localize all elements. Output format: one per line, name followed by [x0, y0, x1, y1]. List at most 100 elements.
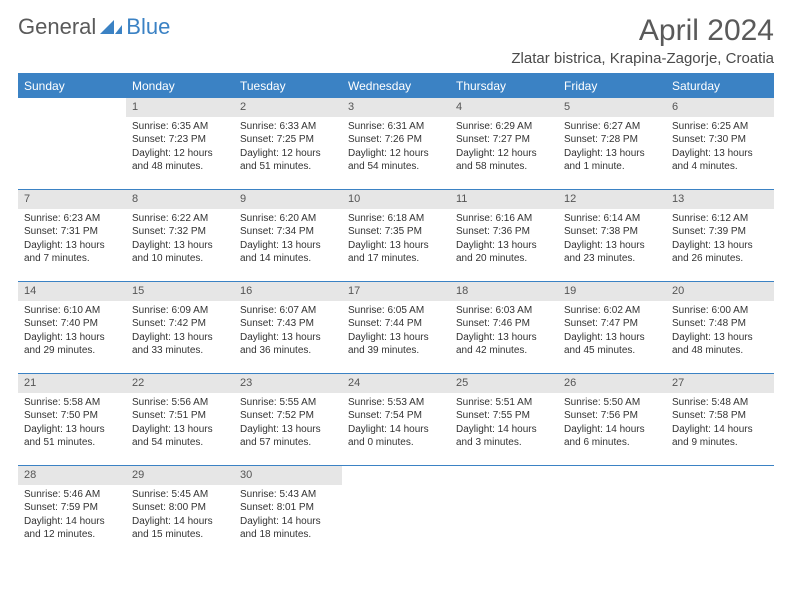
daylight-line: Daylight: 12 hours and 51 minutes.	[240, 147, 336, 174]
sunset-line: Sunset: 7:36 PM	[456, 225, 552, 239]
weekday-header: Thursday	[450, 74, 558, 98]
daylight-line: Daylight: 14 hours and 3 minutes.	[456, 423, 552, 450]
calendar-day-cell: 22Sunrise: 5:56 AMSunset: 7:51 PMDayligh…	[126, 374, 234, 466]
sunrise-line: Sunrise: 5:48 AM	[672, 396, 768, 410]
sunset-line: Sunset: 7:31 PM	[24, 225, 120, 239]
calendar-week-row: 14 Sunrise: 6:10 AMSunset: 7:40 PM Dayligh…	[18, 282, 774, 374]
day-number: 2	[234, 98, 342, 117]
calendar-day-cell: 17Sunrise: 6:05 AMSunset: 7:44 PMDayligh…	[342, 282, 450, 374]
calendar-day-cell: 23Sunrise: 5:55 AMSunset: 7:52 PMDayligh…	[234, 374, 342, 466]
sunrise-line: Sunrise: 6:25 AM	[672, 120, 768, 134]
sunrise-line: Sunrise: 5:50 AM	[564, 396, 660, 410]
sunrise-line: Sunrise: 6:12 AM	[672, 212, 768, 226]
sunset-line: Sunset: 7:56 PM	[564, 409, 660, 423]
sunrise-line: Sunrise: 6:05 AM	[348, 304, 444, 318]
sunrise-line: Sunrise: 5:53 AM	[348, 396, 444, 410]
day-number: 6	[666, 98, 774, 117]
calendar-day-cell: 25Sunrise: 5:51 AMSunset: 7:55 PMDayligh…	[450, 374, 558, 466]
sunset-line: Sunset: 7:51 PM	[132, 409, 228, 423]
sunrise-line: Sunrise: 6:02 AM	[564, 304, 660, 318]
daylight-line: Daylight: 13 hours and 17 minutes.	[348, 239, 444, 266]
daylight-line: Daylight: 13 hours and 36 minutes.	[240, 331, 336, 358]
sunset-line: Sunset: 7:54 PM	[348, 409, 444, 423]
sunset-line: Sunset: 7:46 PM	[456, 317, 552, 331]
calendar-day-cell	[450, 466, 558, 558]
sunrise-line: Sunrise: 5:43 AM	[240, 488, 336, 502]
daylight-line: Daylight: 12 hours and 54 minutes.	[348, 147, 444, 174]
logo: General Blue	[18, 14, 170, 40]
daylight-line: Daylight: 12 hours and 58 minutes.	[456, 147, 552, 174]
day-number: 19	[558, 282, 666, 301]
sunrise-line: Sunrise: 6:07 AM	[240, 304, 336, 318]
daylight-line: Daylight: 13 hours and 7 minutes.	[24, 239, 120, 266]
calendar-day-cell: 27Sunrise: 5:48 AMSunset: 7:58 PMDayligh…	[666, 374, 774, 466]
calendar-day-cell: 12Sunrise: 6:14 AMSunset: 7:38 PMDayligh…	[558, 190, 666, 282]
daylight-line: Daylight: 13 hours and 48 minutes.	[672, 331, 768, 358]
daylight-line: Daylight: 13 hours and 23 minutes.	[564, 239, 660, 266]
calendar-day-cell: 26Sunrise: 5:50 AMSunset: 7:56 PMDayligh…	[558, 374, 666, 466]
calendar-day-cell: 29Sunrise: 5:45 AMSunset: 8:00 PMDayligh…	[126, 466, 234, 558]
calendar-day-cell: 11Sunrise: 6:16 AMSunset: 7:36 PMDayligh…	[450, 190, 558, 282]
sunrise-line: Sunrise: 6:23 AM	[24, 212, 120, 226]
day-number: 5	[558, 98, 666, 117]
sunset-line: Sunset: 7:50 PM	[24, 409, 120, 423]
sunrise-line: Sunrise: 6:18 AM	[348, 212, 444, 226]
day-number: 11	[450, 190, 558, 209]
sunrise-line: Sunrise: 6:29 AM	[456, 120, 552, 134]
day-number: 15	[126, 282, 234, 301]
day-number: 17	[342, 282, 450, 301]
calendar-day-cell: 10Sunrise: 6:18 AMSunset: 7:35 PMDayligh…	[342, 190, 450, 282]
sunset-line: Sunset: 7:40 PM	[24, 317, 120, 331]
sunset-line: Sunset: 7:47 PM	[564, 317, 660, 331]
calendar-day-cell: 2 Sunrise: 6:33 AMSunset: 7:25 PMDaylight…	[234, 98, 342, 190]
day-number: 7	[18, 190, 126, 209]
sunset-line: Sunset: 7:58 PM	[672, 409, 768, 423]
calendar-week-row: 7Sunrise: 6:23 AMSunset: 7:31 PMDaylight…	[18, 190, 774, 282]
weekday-header: Wednesday	[342, 74, 450, 98]
sunset-line: Sunset: 7:25 PM	[240, 133, 336, 147]
day-number: 23	[234, 374, 342, 393]
sunset-line: Sunset: 7:23 PM	[132, 133, 228, 147]
weekday-header: Monday	[126, 74, 234, 98]
calendar-day-cell: 3Sunrise: 6:31 AMSunset: 7:26 PMDaylight…	[342, 98, 450, 190]
sunrise-line: Sunrise: 6:22 AM	[132, 212, 228, 226]
day-number: 3	[342, 98, 450, 117]
sunset-line: Sunset: 7:28 PM	[564, 133, 660, 147]
sunrise-line: Sunrise: 6:10 AM	[24, 304, 120, 318]
sunset-line: Sunset: 7:55 PM	[456, 409, 552, 423]
sunset-line: Sunset: 7:32 PM	[132, 225, 228, 239]
daylight-line: Daylight: 13 hours and 26 minutes.	[672, 239, 768, 266]
sunset-line: Sunset: 7:43 PM	[240, 317, 336, 331]
calendar-day-cell: 24Sunrise: 5:53 AMSunset: 7:54 PMDayligh…	[342, 374, 450, 466]
calendar-day-cell: 18Sunrise: 6:03 AMSunset: 7:46 PMDayligh…	[450, 282, 558, 374]
sunrise-line: Sunrise: 6:00 AM	[672, 304, 768, 318]
sunset-line: Sunset: 8:01 PM	[240, 501, 336, 515]
calendar-week-row: 1Sunrise: 6:35 AMSunset: 7:23 PMDaylight…	[18, 98, 774, 190]
weekday-header: Tuesday	[234, 74, 342, 98]
day-number: 14	[18, 282, 126, 301]
daylight-line: Daylight: 13 hours and 10 minutes.	[132, 239, 228, 266]
daylight-line: Daylight: 13 hours and 51 minutes.	[24, 423, 120, 450]
page-title: April 2024	[511, 14, 774, 48]
calendar-day-cell	[18, 98, 126, 190]
sunset-line: Sunset: 7:44 PM	[348, 317, 444, 331]
calendar-day-cell	[666, 466, 774, 558]
daylight-line: Daylight: 14 hours and 9 minutes.	[672, 423, 768, 450]
calendar-day-cell: 9Sunrise: 6:20 AMSunset: 7:34 PMDaylight…	[234, 190, 342, 282]
calendar-day-cell: 7 Sunrise: 6:23 AMSunset: 7:31 PMDaylight…	[18, 190, 126, 282]
daylight-line: Daylight: 14 hours and 6 minutes.	[564, 423, 660, 450]
sunrise-line: Sunrise: 6:31 AM	[348, 120, 444, 134]
logo-text-general: General	[18, 14, 96, 40]
daylight-line: Daylight: 13 hours and 4 minutes.	[672, 147, 768, 174]
daylight-line: Daylight: 13 hours and 57 minutes.	[240, 423, 336, 450]
calendar-day-cell: 15Sunrise: 6:09 AMSunset: 7:42 PMDayligh…	[126, 282, 234, 374]
calendar-day-cell: 28Sunrise: 5:46 AMSunset: 7:59 PMDayligh…	[18, 466, 126, 558]
sunrise-line: Sunrise: 6:33 AM	[240, 120, 336, 134]
logo-triangle-icon	[100, 20, 122, 34]
day-number: 24	[342, 374, 450, 393]
day-number: 22	[126, 374, 234, 393]
weekday-header: Friday	[558, 74, 666, 98]
daylight-line: Daylight: 14 hours and 18 minutes.	[240, 515, 336, 542]
day-number: 25	[450, 374, 558, 393]
daylight-line: Daylight: 13 hours and 20 minutes.	[456, 239, 552, 266]
